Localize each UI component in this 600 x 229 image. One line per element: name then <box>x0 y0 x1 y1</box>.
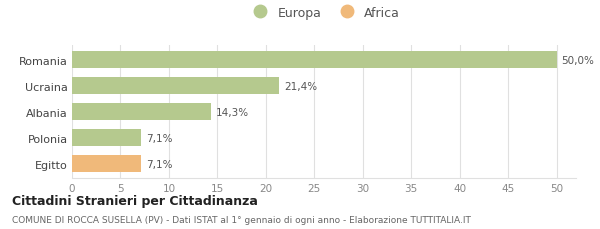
Text: 50,0%: 50,0% <box>562 55 595 65</box>
Text: 7,1%: 7,1% <box>146 159 172 169</box>
Bar <box>72 78 280 95</box>
Legend: Europa, Africa: Europa, Africa <box>243 2 405 25</box>
Text: 14,3%: 14,3% <box>215 107 248 117</box>
Bar <box>72 52 557 69</box>
Bar <box>72 130 141 147</box>
Bar <box>72 156 141 173</box>
Text: 21,4%: 21,4% <box>284 81 317 91</box>
Text: 7,1%: 7,1% <box>146 133 172 143</box>
Bar <box>72 104 211 121</box>
Text: COMUNE DI ROCCA SUSELLA (PV) - Dati ISTAT al 1° gennaio di ogni anno - Elaborazi: COMUNE DI ROCCA SUSELLA (PV) - Dati ISTA… <box>12 215 471 224</box>
Text: Cittadini Stranieri per Cittadinanza: Cittadini Stranieri per Cittadinanza <box>12 195 258 208</box>
